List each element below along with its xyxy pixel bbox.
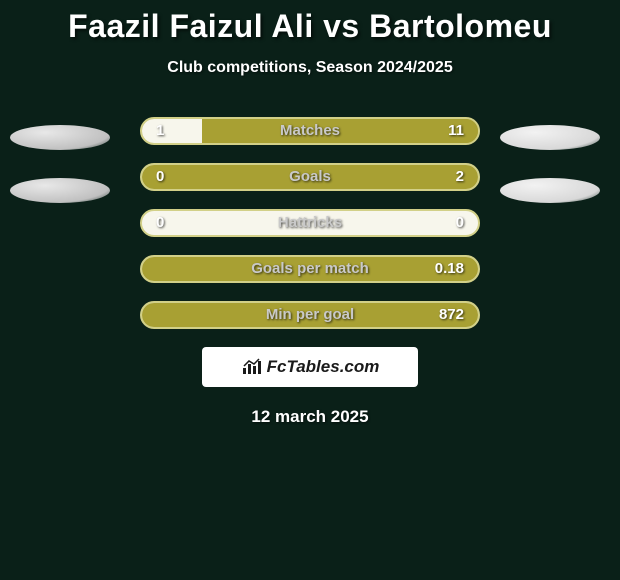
page-title: Faazil Faizul Ali vs Bartolomeu xyxy=(0,0,620,45)
brand-text: FcTables.com xyxy=(267,357,380,377)
subtitle: Club competitions, Season 2024/2025 xyxy=(0,59,620,77)
stat-row: 00Hattricks xyxy=(140,209,480,237)
stat-row: 02Goals xyxy=(140,163,480,191)
brand-chart-icon xyxy=(241,358,263,376)
date-text: 12 march 2025 xyxy=(0,407,620,427)
stat-label: Goals per match xyxy=(142,257,478,281)
stat-row: 872Min per goal xyxy=(140,301,480,329)
brand-logo: FcTables.com xyxy=(202,347,418,387)
stat-row: 111Matches xyxy=(140,117,480,145)
stat-row: 0.18Goals per match xyxy=(140,255,480,283)
stats-container: 111Matches 02Goals 00Hattricks 0.18Goals pe… xyxy=(0,117,620,329)
stat-label: Hattricks xyxy=(142,211,478,235)
stat-label: Goals xyxy=(142,165,478,189)
stat-label: Matches xyxy=(142,119,478,143)
stat-label: Min per goal xyxy=(142,303,478,327)
